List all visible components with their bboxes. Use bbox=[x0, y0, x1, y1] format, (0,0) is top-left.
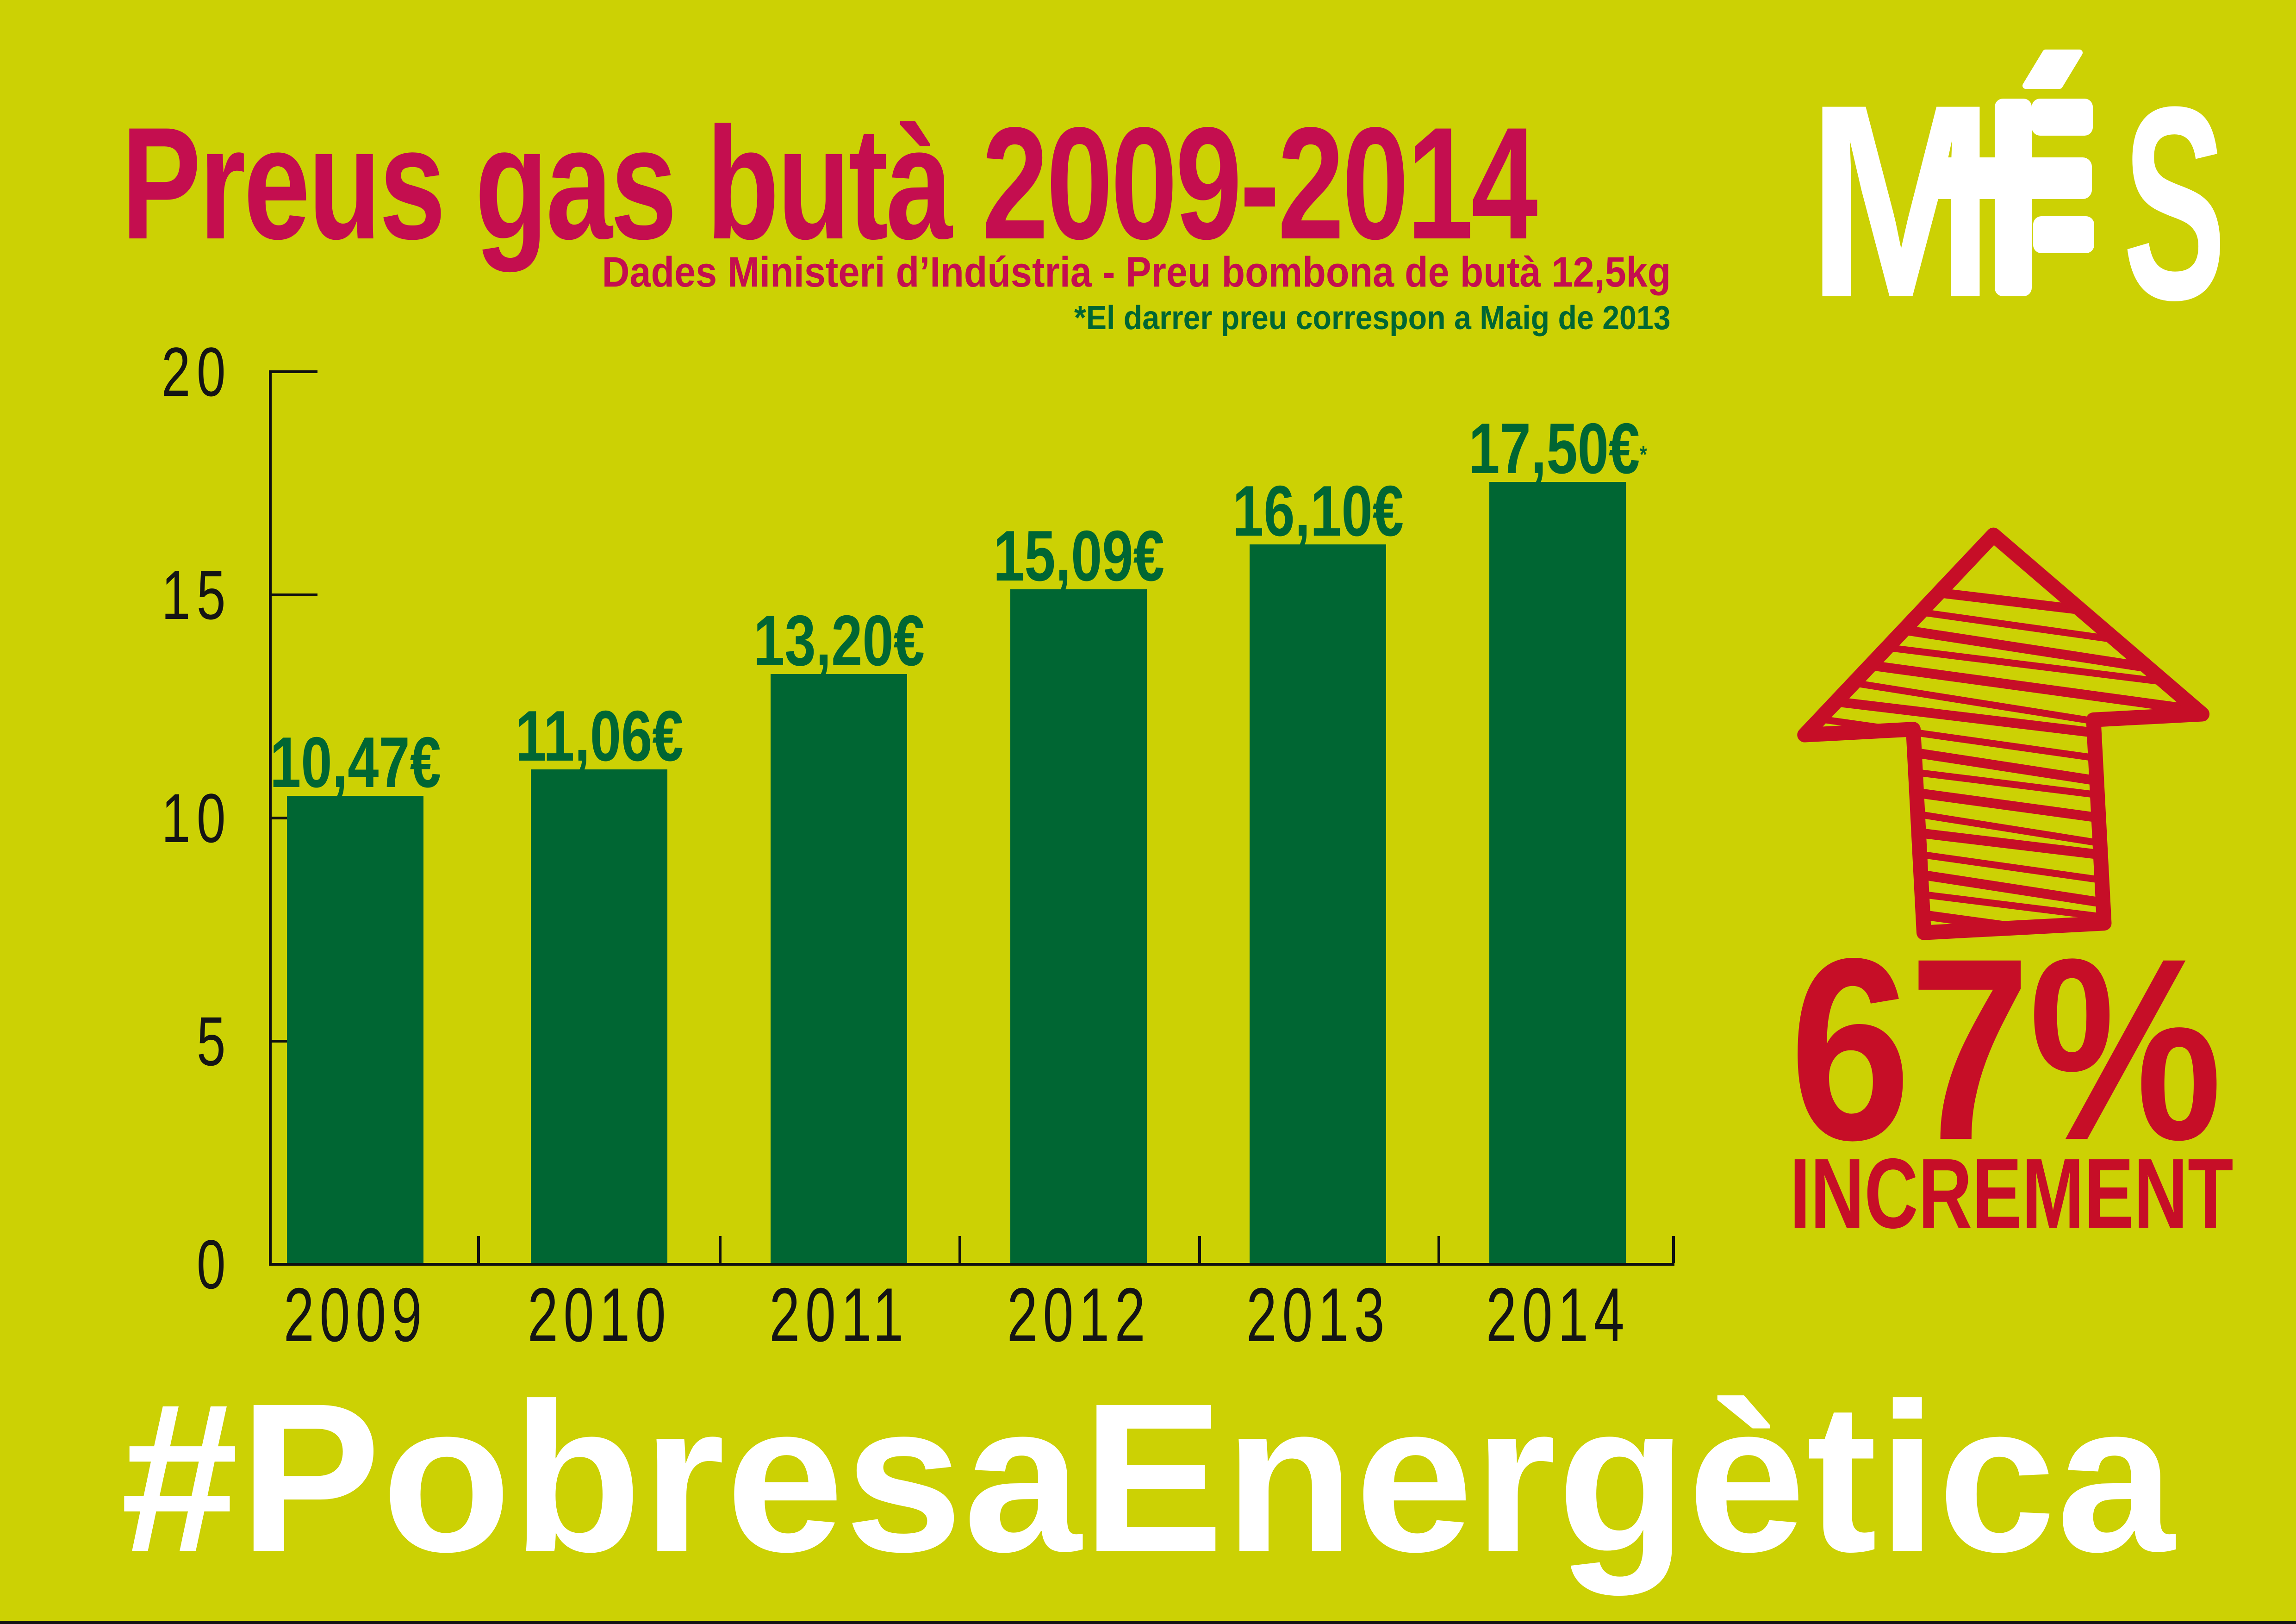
arrow-hatch-stroke bbox=[1812, 836, 2207, 898]
bar-value-label: 15,09€ bbox=[993, 516, 1164, 596]
x-tick bbox=[719, 1236, 722, 1263]
y-tick-label: 10 bbox=[161, 779, 232, 857]
y-tick-label: 20 bbox=[161, 333, 232, 411]
y-tick-label: 0 bbox=[196, 1225, 232, 1303]
arrow-hatch-stroke bbox=[1803, 814, 2212, 873]
x-tick bbox=[1672, 1236, 1675, 1263]
bar-value-label: 17,50€* bbox=[1468, 408, 1647, 488]
footnote-asterisk: * bbox=[1639, 441, 1647, 468]
x-category-label: 2014 bbox=[1486, 1272, 1630, 1357]
arrow-hatch-stroke bbox=[1801, 755, 2203, 811]
x-category-label: 2009 bbox=[283, 1272, 427, 1357]
x-category-label: 2012 bbox=[1007, 1272, 1151, 1357]
logo-letter-s: S bbox=[2123, 50, 2226, 308]
page-title: Preus gas butà 2009-2014 bbox=[121, 94, 1538, 273]
increment-percent: 67% bbox=[1790, 904, 2222, 1194]
bar-value-label: 16,10€ bbox=[1232, 471, 1404, 551]
x-tick bbox=[1198, 1236, 1201, 1263]
logo-e-top-arm bbox=[2032, 99, 2093, 136]
y-tick bbox=[269, 593, 317, 596]
logo-plus-horizontal bbox=[1930, 157, 2092, 199]
bar-value-label: 10,47€ bbox=[269, 722, 441, 802]
logo-accent-mark bbox=[2022, 50, 2083, 89]
increment-label: INCREMENT bbox=[1790, 1137, 2234, 1249]
bar bbox=[771, 674, 907, 1263]
bar bbox=[1250, 544, 1386, 1263]
x-tick bbox=[477, 1236, 480, 1263]
y-tick bbox=[269, 370, 317, 373]
hashtag: #PobresaEnergètica bbox=[120, 1359, 2176, 1596]
bar bbox=[531, 769, 667, 1263]
mes-logo: M S bbox=[1807, 49, 2226, 308]
arrow-hatch-stroke bbox=[1796, 570, 2203, 629]
bar bbox=[1489, 482, 1626, 1263]
x-tick bbox=[958, 1236, 961, 1263]
x-category-label: 2010 bbox=[527, 1272, 671, 1357]
logo-e-bottom-arm bbox=[2033, 216, 2094, 253]
arrow-outline bbox=[1797, 527, 2210, 940]
logo-plus-e-glyph bbox=[1930, 50, 2094, 296]
x-axis-line bbox=[269, 1263, 1674, 1266]
x-category-label: 2011 bbox=[769, 1272, 909, 1357]
x-category-label: 2013 bbox=[1246, 1272, 1390, 1357]
bar bbox=[287, 796, 423, 1263]
footnote: *El darrer preu correspon a Maig de 2013 bbox=[1074, 300, 1671, 337]
y-tick-label: 5 bbox=[196, 1002, 232, 1080]
subtitle: Dades Ministeri d’Indústria - Preu bombo… bbox=[602, 249, 1671, 296]
x-tick bbox=[1437, 1236, 1440, 1263]
bar bbox=[1010, 589, 1147, 1263]
price-increase-arrow-icon bbox=[1796, 527, 2212, 940]
y-tick-label: 15 bbox=[161, 556, 232, 634]
bar-value-label: 13,20€ bbox=[753, 600, 925, 681]
bar-value-label: 11,06€ bbox=[515, 696, 684, 776]
bottom-edge-line bbox=[0, 1621, 2296, 1624]
